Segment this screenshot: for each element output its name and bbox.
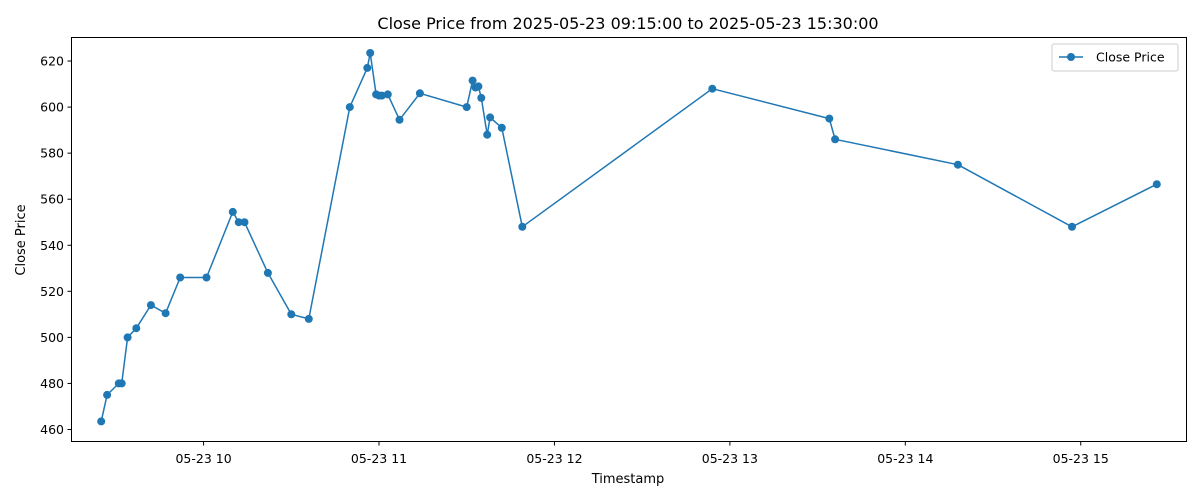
data-point: [132, 324, 141, 333]
y-tick-label: 480: [40, 376, 64, 391]
data-point: [363, 63, 372, 72]
data-point: [366, 49, 375, 57]
x-tick-label: 05-23 15: [1053, 451, 1109, 466]
data-point: [287, 310, 296, 319]
y-tick-label: 620: [40, 54, 64, 69]
data-point: [831, 135, 840, 144]
x-tick-label: 05-23 12: [526, 451, 582, 466]
y-tick-label: 600: [40, 100, 64, 115]
data-point: [117, 379, 126, 388]
y-tick-label: 540: [40, 238, 64, 253]
data-point: [234, 218, 243, 227]
data-point: [483, 130, 492, 139]
data-point: [202, 273, 211, 282]
y-tick-label: 560: [40, 192, 64, 207]
data-point: [263, 268, 272, 277]
data-point: [462, 103, 471, 112]
data-point: [383, 90, 392, 99]
x-tick-label: 05-23 13: [702, 451, 758, 466]
data-point: [468, 76, 477, 85]
y-axis-title: Close Price: [14, 204, 29, 275]
data-point: [240, 218, 249, 227]
data-point: [345, 103, 354, 112]
data-point: [477, 93, 486, 102]
axes-frame: [71, 37, 1187, 442]
data-point: [953, 160, 962, 169]
x-tick-label: 05-23 14: [877, 451, 933, 466]
data-point: [1068, 222, 1076, 231]
y-tick-label: 500: [40, 330, 64, 345]
x-tick-label: 05-23 10: [175, 451, 231, 466]
data-point: [474, 82, 483, 91]
data-point: [486, 113, 495, 122]
y-tick-label: 460: [40, 422, 64, 437]
data-point: [161, 309, 170, 318]
data-point: [497, 123, 506, 132]
x-axis: 05-23 10 05-23 11 05-23 12 05-23 13 05-23 14…: [175, 441, 1109, 466]
data-point: [825, 114, 834, 123]
data-point: [1152, 180, 1161, 189]
data-point: [123, 333, 132, 342]
data-point: [103, 390, 112, 399]
data-point: [304, 314, 313, 323]
data-point: [415, 89, 424, 98]
x-axis-title: Timestamp: [591, 472, 665, 487]
y-axis: 460 480 500 520 540 560 580 600 620: [40, 54, 72, 437]
plot-area: [97, 49, 1161, 426]
x-tick-label: 05-23 11: [351, 451, 407, 466]
data-point: [228, 207, 237, 216]
y-tick-label: 580: [40, 146, 64, 161]
chart-title: Close Price from 2025-05-23 09:15:00 to …: [377, 14, 878, 33]
data-point: [97, 417, 106, 426]
legend: Close Price: [1051, 43, 1179, 72]
data-point: [176, 273, 185, 282]
data-point: [146, 301, 155, 310]
data-point: [395, 115, 404, 124]
legend-marker-swatch: [1067, 53, 1075, 61]
data-point: [708, 84, 717, 93]
y-tick-label: 520: [40, 284, 64, 299]
legend-box: [1051, 43, 1179, 72]
data-point: [518, 222, 527, 231]
legend-label: Close Price: [1096, 50, 1165, 65]
